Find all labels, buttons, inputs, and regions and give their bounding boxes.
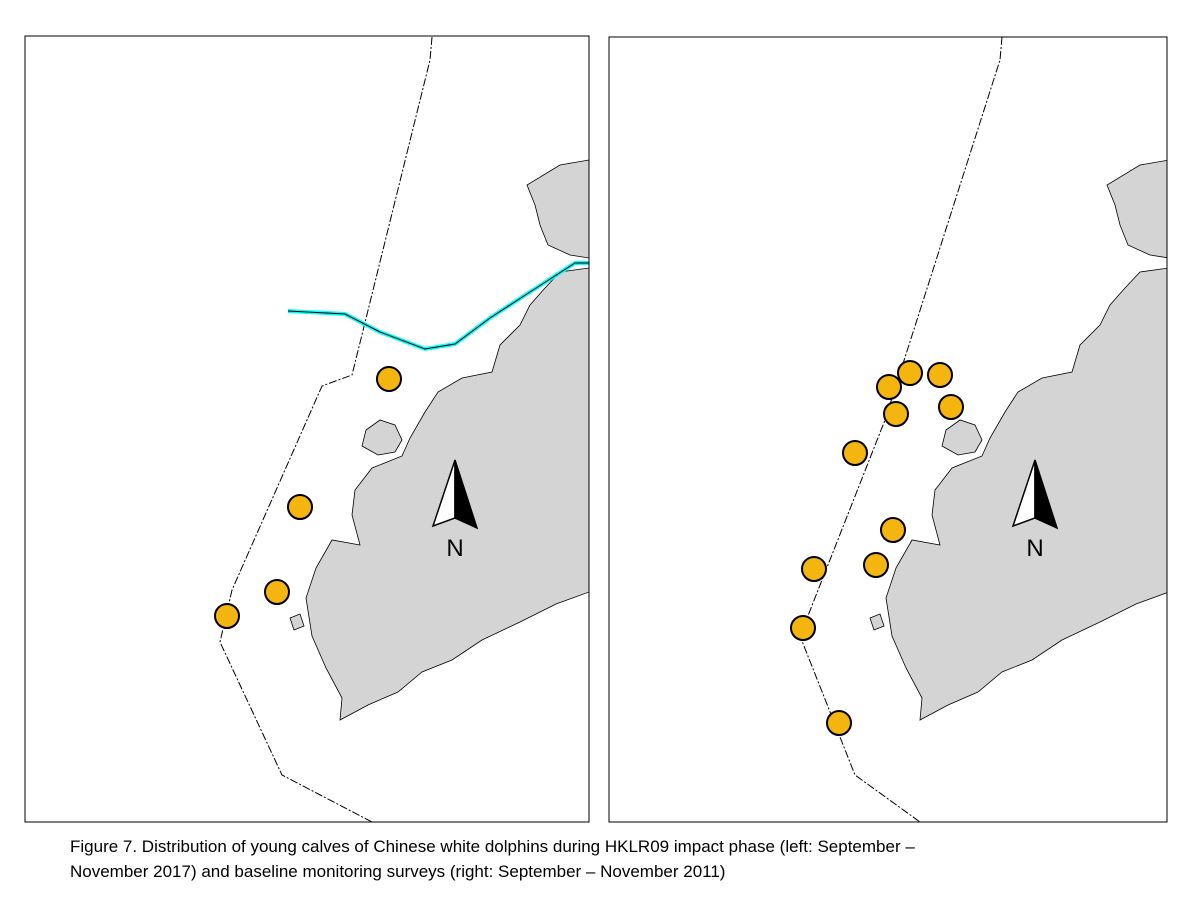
panel-frame	[24, 35, 590, 823]
caption-line: Figure 7. Distribution of young calves o…	[70, 837, 915, 856]
north-label: N	[446, 535, 463, 562]
panel-frame	[608, 36, 1168, 823]
boundary	[219, 36, 433, 822]
boundary	[799, 37, 1003, 822]
sightings	[214, 366, 402, 629]
caption-line: November 2017) and baseline monitoring s…	[70, 862, 725, 881]
north-label: N	[1026, 535, 1043, 562]
left-map	[214, 36, 589, 822]
sightings	[790, 360, 964, 736]
right-map	[790, 37, 1167, 822]
